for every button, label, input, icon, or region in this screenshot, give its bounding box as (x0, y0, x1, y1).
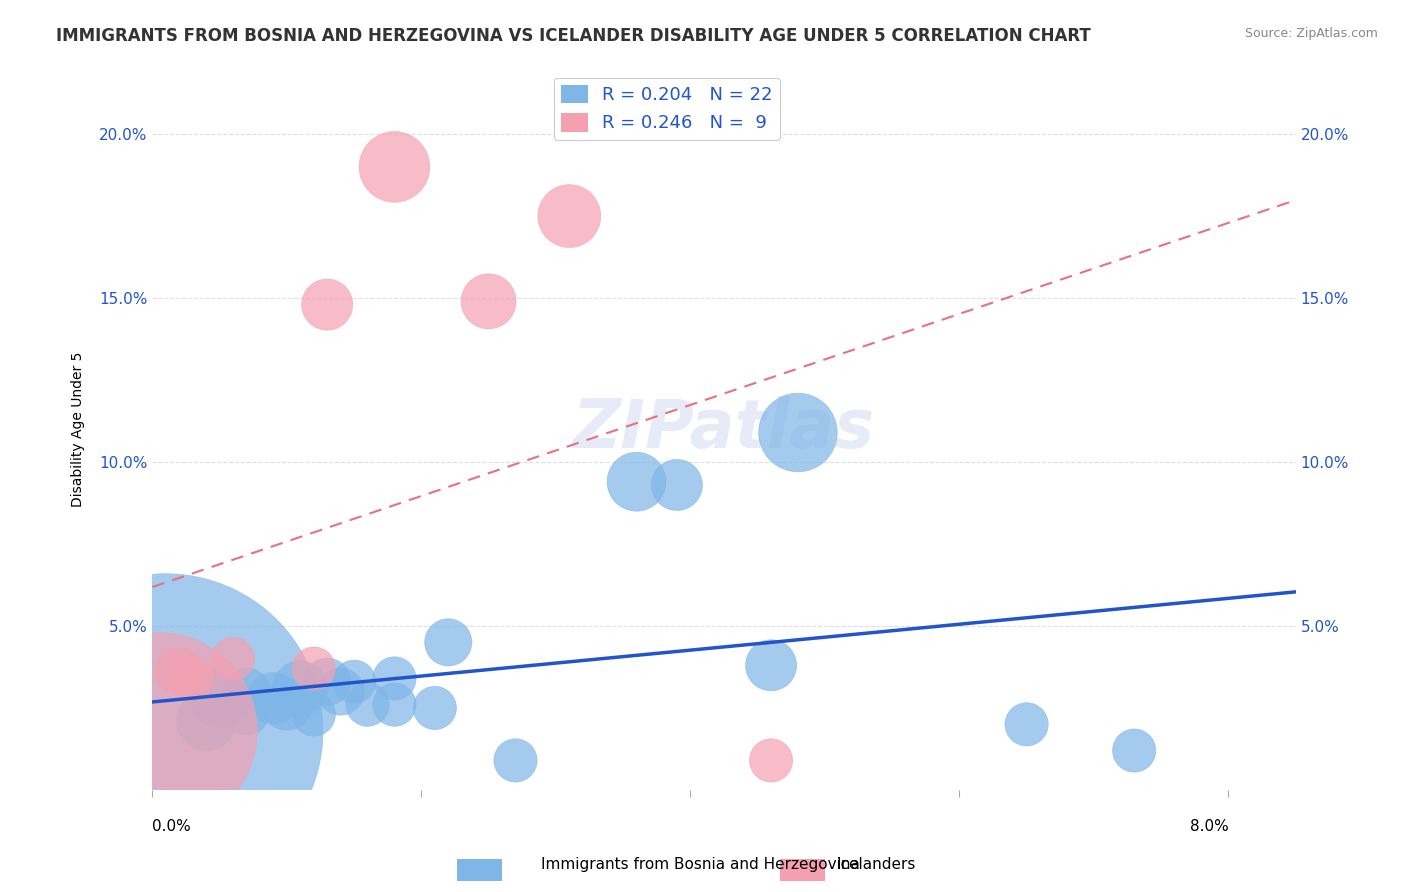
Point (343, 674, 366, 689)
Point (262, 691, 284, 706)
Y-axis label: Disability Age Under 5: Disability Age Under 5 (72, 351, 86, 507)
Point (384, 672, 406, 686)
Point (181, 672, 204, 686)
Point (302, 662, 325, 676)
Text: 0.0%: 0.0% (152, 819, 191, 834)
Text: ZIPatlas: ZIPatlas (574, 396, 875, 462)
Legend: R = 0.204   N = 22, R = 0.246   N =  9: R = 0.204 N = 22, R = 0.246 N = 9 (554, 78, 780, 140)
Point (155, 723, 177, 738)
Text: 8.0%: 8.0% (1189, 819, 1229, 834)
Point (356, 698, 378, 712)
Text: Immigrants from Bosnia and Herzegovina: Immigrants from Bosnia and Herzegovina (541, 857, 860, 872)
Point (276, 698, 298, 712)
Point (316, 674, 339, 689)
Point (505, 753, 527, 767)
Point (235, 684, 257, 698)
Point (235, 704, 257, 718)
Point (302, 707, 325, 722)
Point (148, 723, 170, 738)
Point (167, 665, 190, 679)
Text: Icelanders: Icelanders (837, 857, 915, 872)
Point (195, 714, 218, 728)
Point (558, 209, 581, 223)
Point (423, 701, 446, 715)
Point (759, 753, 782, 767)
Point (384, 160, 406, 174)
Point (1123, 743, 1146, 757)
Point (222, 652, 245, 666)
Point (437, 635, 460, 649)
Point (478, 294, 501, 309)
Text: IMMIGRANTS FROM BOSNIA AND HERZEGOVINA VS ICELANDER DISABILITY AGE UNDER 5 CORRE: IMMIGRANTS FROM BOSNIA AND HERZEGOVINA V… (56, 27, 1091, 45)
Point (329, 684, 352, 698)
Point (384, 698, 406, 712)
Point (665, 478, 688, 492)
Text: Source: ZipAtlas.com: Source: ZipAtlas.com (1244, 27, 1378, 40)
Point (787, 425, 810, 440)
Point (1015, 717, 1038, 731)
Point (759, 658, 782, 673)
Point (316, 297, 339, 311)
Point (290, 681, 312, 696)
Point (208, 691, 231, 706)
Point (626, 475, 648, 489)
